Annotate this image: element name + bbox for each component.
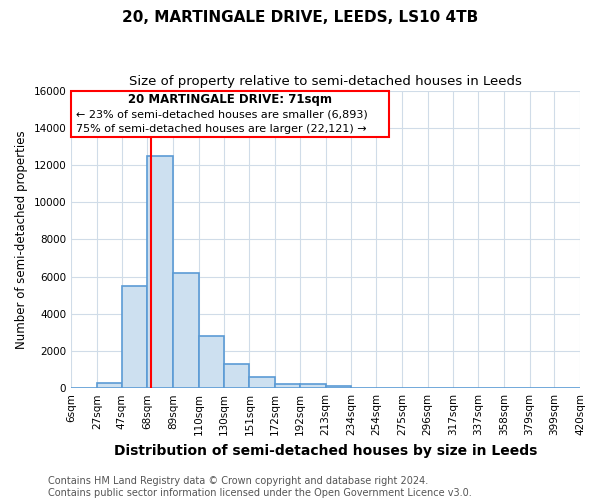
Title: Size of property relative to semi-detached houses in Leeds: Size of property relative to semi-detach… <box>129 75 522 88</box>
Bar <box>275 384 300 388</box>
FancyBboxPatch shape <box>71 90 389 136</box>
Bar <box>173 273 199 388</box>
Bar <box>97 382 122 388</box>
Bar <box>224 364 250 388</box>
Bar <box>300 384 326 388</box>
Text: ← 23% of semi-detached houses are smaller (6,893): ← 23% of semi-detached houses are smalle… <box>76 110 368 120</box>
Y-axis label: Number of semi-detached properties: Number of semi-detached properties <box>15 130 28 348</box>
Text: 20 MARTINGALE DRIVE: 71sqm: 20 MARTINGALE DRIVE: 71sqm <box>128 94 332 106</box>
Bar <box>250 377 275 388</box>
Text: 20, MARTINGALE DRIVE, LEEDS, LS10 4TB: 20, MARTINGALE DRIVE, LEEDS, LS10 4TB <box>122 10 478 25</box>
Text: Contains HM Land Registry data © Crown copyright and database right 2024.
Contai: Contains HM Land Registry data © Crown c… <box>48 476 472 498</box>
Bar <box>199 336 224 388</box>
Text: 75% of semi-detached houses are larger (22,121) →: 75% of semi-detached houses are larger (… <box>76 124 367 134</box>
Bar <box>326 386 352 388</box>
Bar <box>148 156 173 388</box>
Bar <box>122 286 148 388</box>
X-axis label: Distribution of semi-detached houses by size in Leeds: Distribution of semi-detached houses by … <box>114 444 537 458</box>
